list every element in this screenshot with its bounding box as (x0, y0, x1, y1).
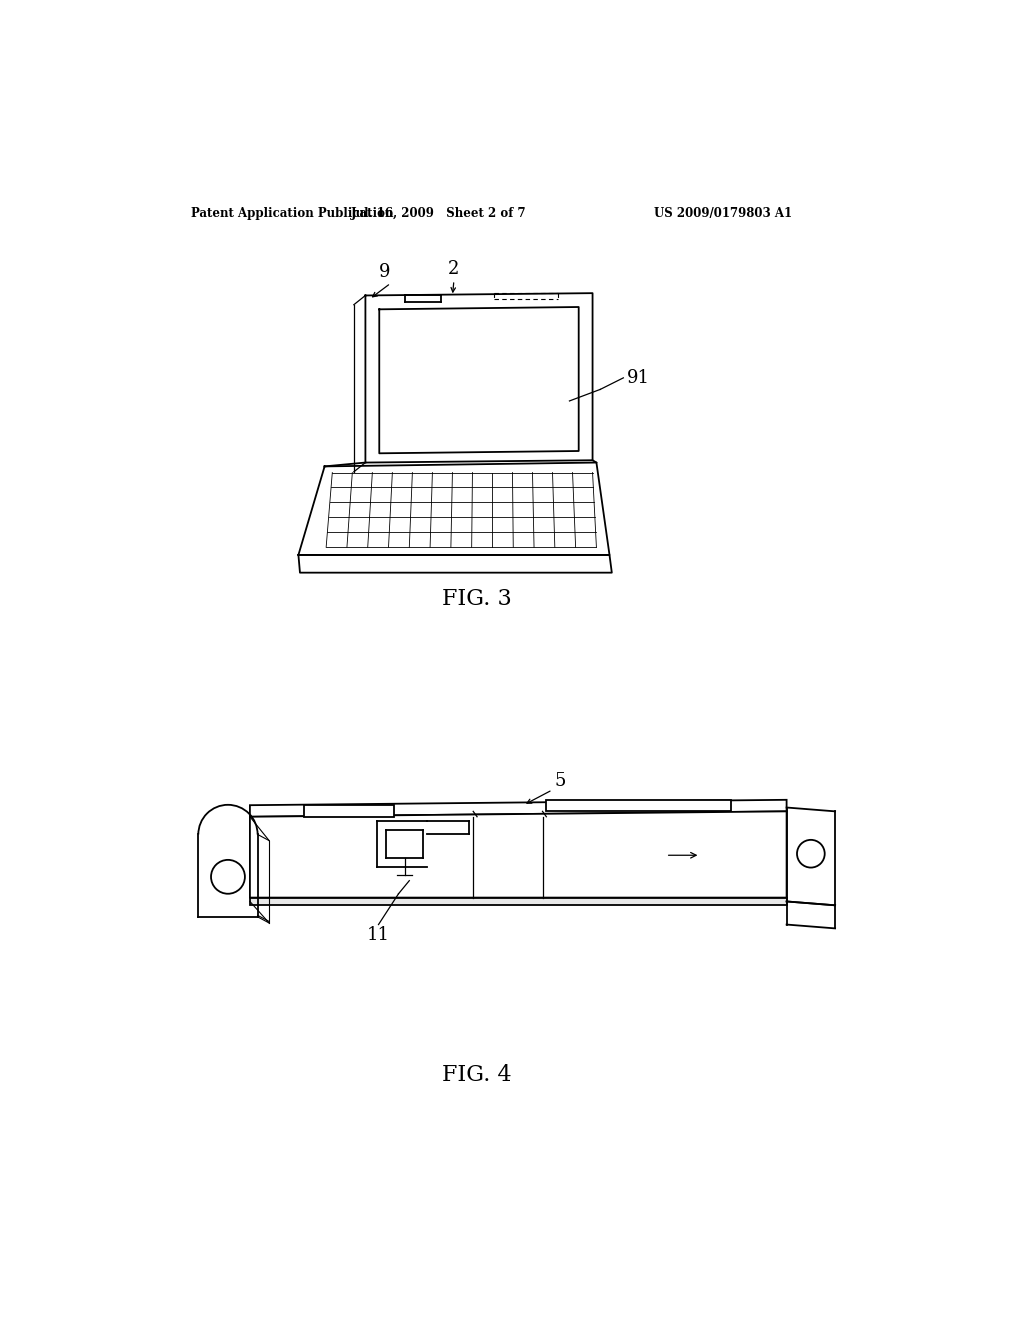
Polygon shape (250, 800, 786, 817)
Polygon shape (547, 800, 731, 812)
Polygon shape (304, 805, 394, 817)
Text: Patent Application Publication: Patent Application Publication (190, 207, 393, 220)
Polygon shape (250, 812, 786, 898)
Text: FIG. 3: FIG. 3 (442, 587, 512, 610)
Text: 11: 11 (367, 925, 390, 944)
Text: 5: 5 (555, 772, 566, 789)
Text: 91: 91 (628, 368, 650, 387)
Polygon shape (250, 898, 786, 906)
Text: 9: 9 (379, 264, 390, 281)
Text: FIG. 4: FIG. 4 (442, 1064, 512, 1085)
Text: Jul. 16, 2009   Sheet 2 of 7: Jul. 16, 2009 Sheet 2 of 7 (351, 207, 526, 220)
Text: 2: 2 (449, 260, 460, 277)
Text: US 2009/0179803 A1: US 2009/0179803 A1 (654, 207, 793, 220)
